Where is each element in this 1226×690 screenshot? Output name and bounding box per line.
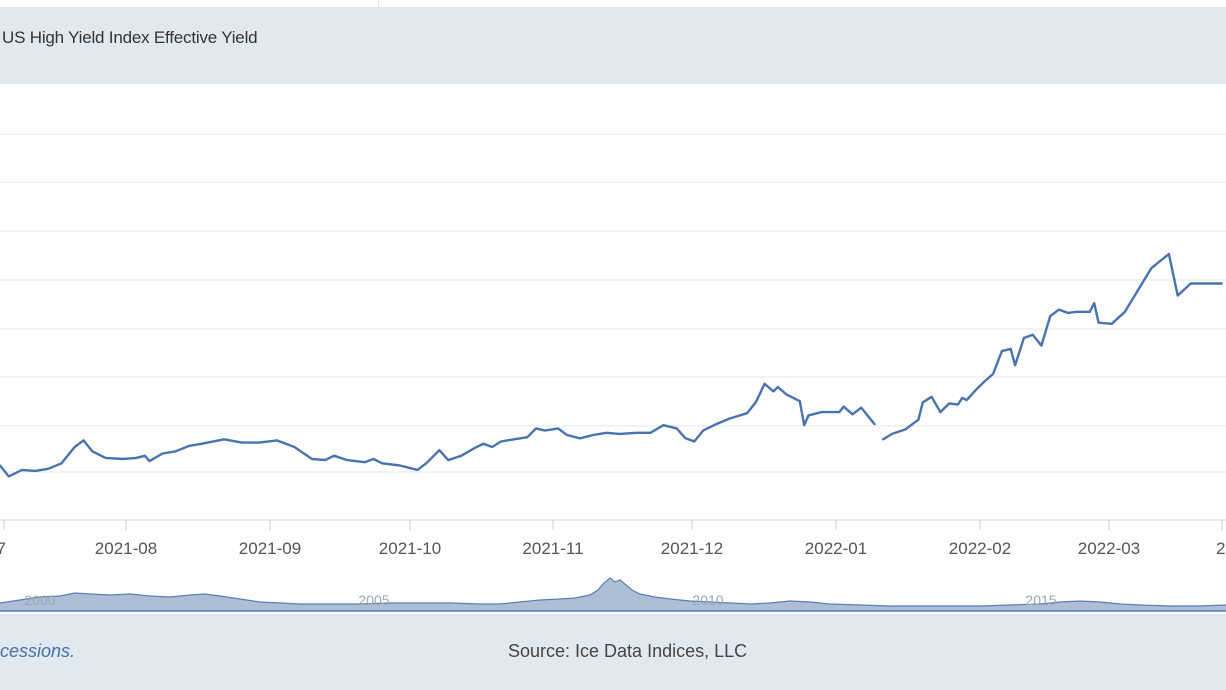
plot-area[interactable] [0, 84, 1226, 520]
recessions-footnote-link[interactable]: cessions. [0, 641, 76, 661]
x-tick-label: 2021-11 [522, 539, 583, 558]
source-label: Source: Ice Data Indices, LLC [508, 641, 748, 661]
x-tick-label: 2022-02 [949, 539, 1011, 558]
x-tick-label: 2021-08 [95, 539, 157, 558]
x-tick-label: 2022-01 [805, 539, 867, 558]
chart-title: US High Yield Index Effective Yield [2, 28, 258, 47]
header-divider [378, 0, 379, 7]
navigator-year-label: 2010 [692, 592, 723, 608]
navigator-area [0, 578, 1226, 611]
navigator-line [0, 577, 1226, 607]
x-tick-label: 07 [0, 539, 6, 558]
x-tick-label: 2021-09 [239, 539, 301, 558]
x-axis-ticks: 07 2021-08 2021-09 2021-10 2021-11 2021-12 202… [0, 519, 1226, 558]
x-tick-label: 2022-03 [1078, 539, 1140, 558]
series-line-segment[interactable] [0, 382, 876, 478]
x-tick-label: 2 [1216, 539, 1225, 558]
chart-title-bar [0, 7, 1226, 84]
series-layer [0, 252, 1223, 478]
x-axis-band [0, 520, 1226, 576]
grid-layer [0, 133, 1226, 473]
series-line-segment[interactable] [882, 252, 1223, 441]
navigator-year-label: 2005 [358, 592, 389, 608]
x-tick-label: 2021-12 [661, 539, 723, 558]
navigator-year-label: 2000 [24, 592, 55, 608]
chart-footer [0, 614, 1226, 690]
navigator-year-label: 2015 [1025, 592, 1056, 608]
top-strip [0, 0, 1226, 7]
x-tick-label: 2021-10 [379, 539, 441, 558]
navigator-layer: 2000 2005 2010 2015 [0, 577, 1226, 612]
